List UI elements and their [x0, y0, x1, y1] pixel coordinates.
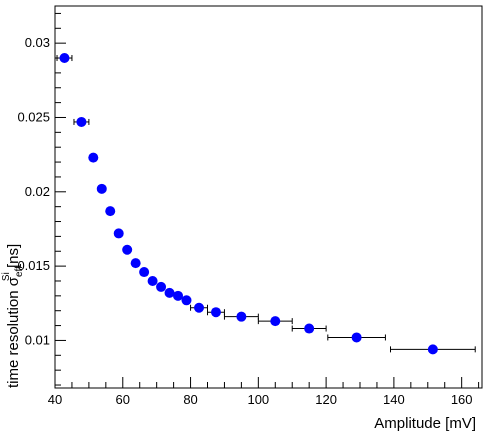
data-point [194, 302, 205, 313]
y-axis-title-subscript: eff [14, 266, 25, 277]
x-tick-label: 160 [451, 392, 473, 407]
data-point [173, 290, 184, 301]
y-tick-label: 0.01 [25, 332, 50, 347]
x-tick-label: 60 [116, 392, 130, 407]
data-point [130, 258, 141, 269]
data-point [88, 152, 99, 163]
data-point [147, 275, 158, 286]
y-tick-label: 0.025 [17, 109, 50, 124]
data-point [113, 228, 124, 239]
y-axis-title-superscript: Si [1, 272, 12, 281]
y-axis-title-main: time resolution σ [5, 276, 22, 388]
y-axis-title-group: time resolution σeffSi [ns] [1, 244, 25, 388]
data-point [351, 332, 362, 343]
data-point [96, 183, 107, 194]
data-point [59, 53, 70, 64]
data-point [76, 116, 87, 127]
y-tick-label: 0.03 [25, 35, 50, 50]
data-point [236, 311, 247, 322]
plot-frame [54, 5, 483, 389]
y-tick-label: 0.02 [25, 184, 50, 199]
data-point [270, 316, 281, 327]
x-tick-label: 100 [247, 392, 269, 407]
data-point [156, 281, 167, 292]
x-tick-label: 40 [48, 392, 62, 407]
x-axis: 40 60 80 100 120 140 160 [48, 377, 480, 407]
x-tick-label: 140 [383, 392, 405, 407]
data-point [181, 295, 192, 306]
y-axis-title: time resolution σeffSi [ns] [1, 244, 25, 388]
data-point [427, 344, 438, 355]
data-points [59, 53, 438, 355]
data-point [164, 287, 175, 298]
data-point [304, 323, 315, 334]
data-point [105, 206, 116, 217]
data-point [210, 307, 221, 318]
x-axis-title: Amplitude [mV] [374, 415, 476, 432]
y-tick-label: 0.015 [17, 258, 50, 273]
x-tick-label: 120 [315, 392, 337, 407]
error-bars [56, 55, 476, 353]
x-tick-label: 80 [183, 392, 197, 407]
y-axis-title-unit: [ns] [5, 244, 22, 272]
data-point [139, 267, 150, 278]
y-axis: 0.01 0.015 0.02 0.025 0.03 [17, 12, 66, 386]
data-point [122, 244, 133, 255]
